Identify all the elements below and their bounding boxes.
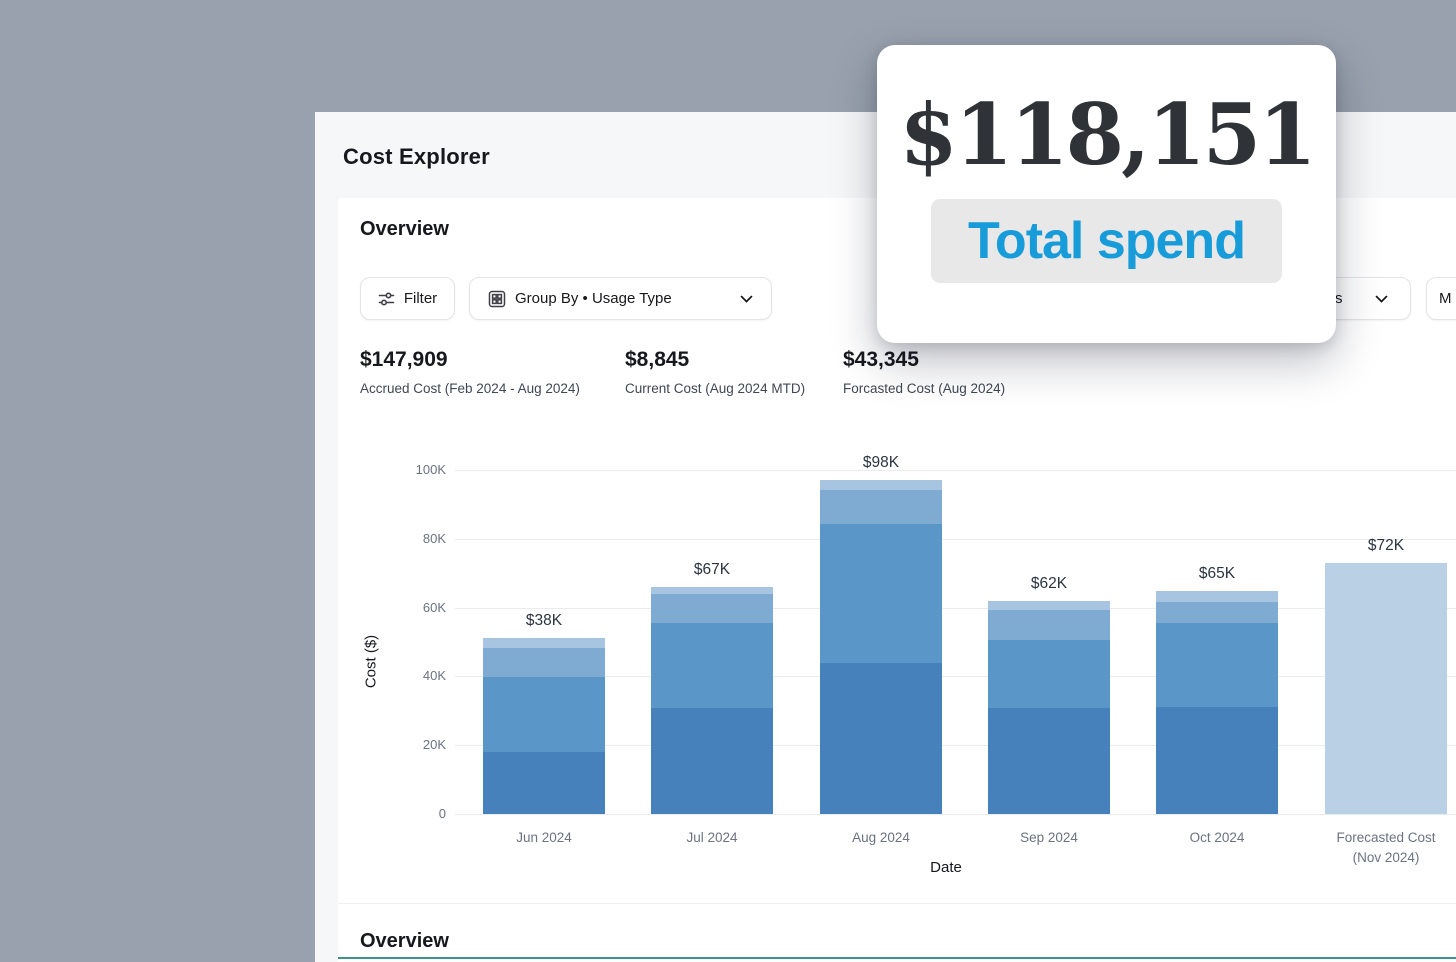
y-tick-label: 60K bbox=[422, 599, 446, 615]
bar-segment-usage-tier-2[interactable] bbox=[1156, 623, 1278, 707]
bar-segment-forecast[interactable] bbox=[1325, 562, 1447, 814]
overview-heading: Overview bbox=[360, 218, 449, 240]
group-by-dropdown[interactable]: Group By • Usage Type bbox=[469, 277, 772, 320]
gridline bbox=[455, 745, 1456, 747]
x-tick-label: Forecasted Cost (Nov 2024) bbox=[1336, 830, 1436, 865]
bar-segment-usage-tier-2[interactable] bbox=[483, 677, 605, 752]
x-tick-label: Aug 2024 bbox=[852, 830, 910, 845]
total-spend-value: $118,151 bbox=[899, 85, 1316, 184]
section-divider bbox=[338, 903, 1456, 904]
bar-segment-usage-tier-3[interactable] bbox=[988, 610, 1110, 640]
stat-value: $8,845 bbox=[625, 348, 690, 371]
chevron-down-icon bbox=[1375, 295, 1388, 303]
gridline bbox=[455, 607, 1456, 609]
bar-segment-usage-tier-1[interactable] bbox=[483, 751, 605, 814]
bar-segment-usage-tier-3[interactable] bbox=[483, 648, 605, 678]
bar-segment-usage-tier-4[interactable] bbox=[651, 586, 773, 594]
bar-value-label: $62K bbox=[1030, 574, 1068, 592]
total-spend-label-pill: Total spend bbox=[931, 199, 1282, 283]
bar-segment-usage-tier-4[interactable] bbox=[820, 480, 942, 490]
y-tick-label: 40K bbox=[422, 668, 446, 684]
stat-value: $43,345 bbox=[843, 348, 919, 371]
bar-segment-usage-tier-2[interactable] bbox=[988, 639, 1110, 709]
more-button[interactable]: M bbox=[1426, 277, 1456, 320]
overview-card: Overview Filter Group By • Usage Type bbox=[338, 198, 1456, 962]
x-axis-label: Date bbox=[930, 859, 962, 876]
x-tick-label: Jun 2024 bbox=[516, 830, 572, 845]
filter-button[interactable]: Filter bbox=[360, 277, 455, 320]
bar-segment-usage-tier-1[interactable] bbox=[988, 708, 1110, 814]
total-spend-overlay-card: $118,151 Total spend bbox=[877, 45, 1336, 343]
stat-current-cost: $8,845 Current Cost (Aug 2024 MTD) bbox=[625, 348, 805, 396]
stat-forecasted-cost: $43,345 Forcasted Cost (Aug 2024) bbox=[843, 348, 1005, 396]
gridline bbox=[455, 538, 1456, 540]
stat-accrued-cost: $147,909 Accrued Cost (Feb 2024 - Aug 20… bbox=[360, 348, 580, 396]
bar-segment-usage-tier-4[interactable] bbox=[483, 637, 605, 649]
bar-segment-usage-tier-3[interactable] bbox=[820, 489, 942, 525]
total-spend-label: Total spend bbox=[968, 212, 1246, 270]
y-tick-label: 0 bbox=[438, 806, 446, 821]
bar-segment-usage-tier-1[interactable] bbox=[651, 708, 773, 814]
x-tick-label: Oct 2024 bbox=[1189, 830, 1245, 845]
bar-segment-usage-tier-4[interactable] bbox=[988, 600, 1110, 611]
bar-segment-usage-tier-4[interactable] bbox=[1156, 591, 1278, 603]
filter-sliders-icon bbox=[378, 291, 395, 307]
bar-segment-usage-tier-1[interactable] bbox=[1156, 706, 1278, 814]
bar-segment-usage-tier-1[interactable] bbox=[820, 663, 942, 814]
bar-value-label: $38K bbox=[525, 611, 563, 629]
bar-value-label: $67K bbox=[693, 560, 731, 578]
bar-segment-usage-tier-3[interactable] bbox=[1156, 602, 1278, 624]
bar-value-label: $72K bbox=[1367, 536, 1405, 554]
y-tick-label: 20K bbox=[422, 737, 446, 753]
date-range-label-fragment: s bbox=[1335, 290, 1343, 307]
bar-segment-usage-tier-2[interactable] bbox=[820, 524, 942, 664]
x-tick-label: Sep 2024 bbox=[1020, 830, 1078, 845]
more-button-label-fragment: M bbox=[1439, 290, 1452, 307]
x-tick-label: Jul 2024 bbox=[686, 830, 738, 845]
stat-label: Forcasted Cost (Aug 2024) bbox=[843, 381, 1006, 396]
next-section-top-edge bbox=[338, 957, 1456, 962]
y-tick-label: 80K bbox=[422, 530, 446, 546]
stat-value: $147,909 bbox=[360, 348, 448, 371]
gridline bbox=[455, 814, 1456, 815]
gridline bbox=[455, 470, 1456, 471]
cost-bar-chart: Cost ($) Date 0 20K 40K 60K 80K 100K $38K Jun 2… bbox=[338, 198, 1456, 958]
stat-label: Current Cost (Aug 2024 MTD) bbox=[625, 381, 806, 396]
overview-heading-bottom: Overview bbox=[360, 930, 449, 952]
page-title: Cost Explorer bbox=[343, 144, 490, 169]
filter-button-label: Filter bbox=[403, 290, 438, 307]
y-tick-label: 100K bbox=[415, 462, 446, 477]
y-axis-label: Cost ($) bbox=[362, 634, 380, 689]
stat-label: Accrued Cost (Feb 2024 - Aug 2024) bbox=[360, 381, 580, 396]
chevron-down-icon bbox=[740, 295, 753, 303]
bar-value-label: $98K bbox=[862, 454, 900, 472]
bar-value-label: $65K bbox=[1198, 565, 1236, 583]
group-by-label: Group By • Usage Type bbox=[515, 290, 672, 307]
bar-segment-usage-tier-3[interactable] bbox=[651, 593, 773, 624]
bar-segment-usage-tier-2[interactable] bbox=[651, 623, 773, 709]
gridline bbox=[455, 676, 1456, 678]
grid-icon bbox=[488, 290, 506, 308]
